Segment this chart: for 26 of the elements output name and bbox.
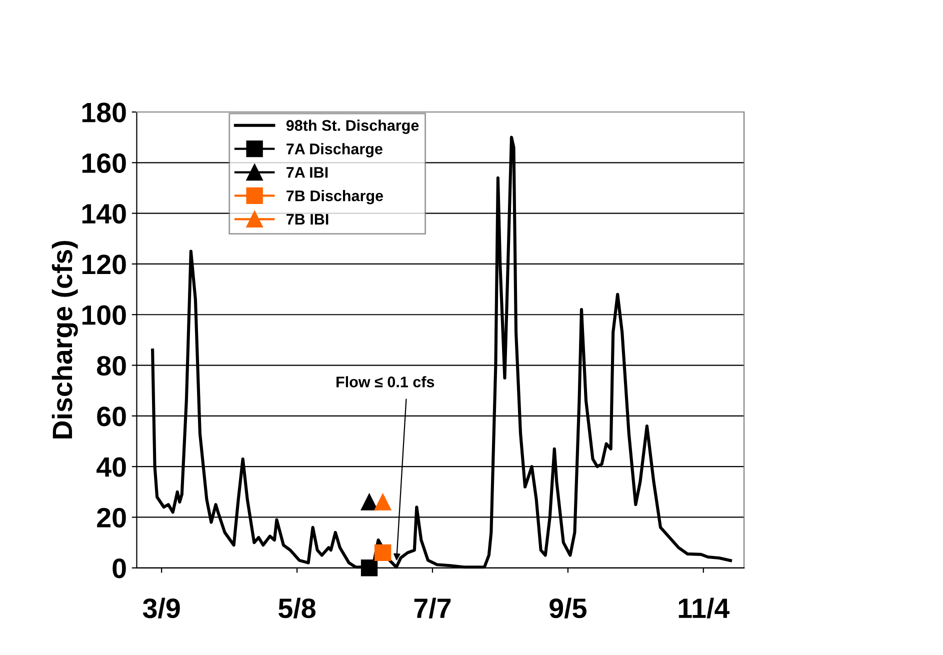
x-tick-label: 3/9 [142,598,180,618]
point [360,560,378,576]
y-tick-label: 100 [82,305,126,325]
y-tick-label: 120 [82,254,126,274]
point [374,544,392,562]
legend-label: 7B IBI [286,214,328,225]
y-tick-label: 0 [112,558,126,578]
legend-label: 7A Discharge [286,143,382,158]
legend-label: 7B Discharge [286,190,384,204]
x-tick-label: 11/4 [678,598,730,618]
y-axis-title: Discharge (cfs) [52,240,78,438]
y-tick-label: 80 [97,356,126,376]
y-tick-label: 20 [97,508,126,528]
y-tick-label: 60 [97,406,126,426]
point [374,494,392,510]
x-tick-label: 7/7 [414,598,451,618]
point [360,494,378,510]
legend-label: 98th St. Discharge [286,120,419,134]
y-tick-label: 140 [82,204,126,224]
x-tick-label: 5/8 [278,598,316,618]
y-tick-label: 180 [82,102,126,122]
annotation: Flow ≤ 0.1 cfs [336,376,434,388]
y-tick-label: 40 [96,457,126,477]
legend-label: 7A IBI [286,167,328,178]
y-tick-label: 160 [82,153,126,173]
x-tick-label: 9/5 [550,598,586,618]
